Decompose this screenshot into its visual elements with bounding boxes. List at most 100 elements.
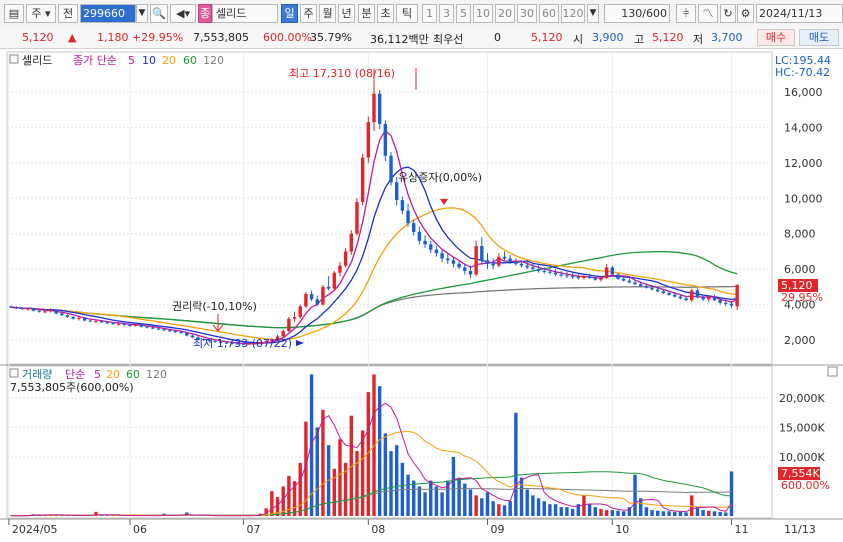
interval-10-button[interactable]: 10 (473, 4, 493, 23)
volume-bar (355, 451, 359, 516)
candle-body (26, 308, 30, 310)
stock-name-field[interactable]: 셀리드 (212, 4, 278, 23)
volume-bar (514, 412, 518, 516)
moving-average-lines (10, 129, 738, 345)
candle-body (156, 328, 161, 330)
interval-dropdown-button[interactable]: ▼ (587, 4, 599, 23)
candle-body (355, 201, 359, 234)
code-dropdown-button[interactable]: ▼ (136, 4, 148, 23)
ma20-label: 20 (162, 54, 176, 67)
ma5-line (10, 129, 738, 345)
period-month-button[interactable]: 월 (319, 4, 336, 23)
volume-bar (463, 483, 467, 516)
volume-ma120-label: 120 (146, 368, 167, 381)
annotation-high: 최고 17,310 (08/16) (289, 67, 395, 80)
candle-body (417, 231, 422, 241)
line-type-icon[interactable]: 〽 (698, 4, 718, 23)
current-price-tag-text: 5,120 (781, 279, 813, 292)
quote-info-bar: 5,120 ▲ 1,180 +29.95% 7,553,805 600.00% … (0, 28, 843, 49)
count-input[interactable]: 130/600 (604, 4, 670, 23)
candle-body (270, 339, 274, 341)
volume-bar (275, 497, 280, 516)
type-select-1[interactable]: 주 ▾ (26, 4, 56, 23)
price-volume-chart[interactable]: 16,00014,00012,00010,0008,0006,0004,0002… (0, 48, 843, 542)
open-label: 시 (573, 33, 584, 46)
candle-body (366, 122, 371, 158)
period-minute-button[interactable]: 분 (358, 4, 375, 23)
candle-body (712, 297, 717, 301)
sell-button[interactable]: 매도 (799, 29, 839, 46)
buy-button[interactable]: 매수 (757, 29, 795, 46)
volume-moving-averages (10, 402, 732, 517)
candle-type-icon[interactable]: ⫩ (676, 4, 696, 23)
volume-bar (638, 498, 643, 516)
ma60-label: 60 (183, 54, 197, 67)
volume-ma20-label: 20 (106, 368, 120, 381)
candle-body (48, 309, 53, 312)
volume-panel-menu-icon[interactable] (9, 368, 19, 378)
candle-body (105, 322, 110, 324)
candle-body (616, 274, 620, 279)
chart-menu-icon[interactable]: ▤ (4, 4, 24, 23)
type-select-2[interactable]: 전 (58, 4, 78, 23)
volume-bar (99, 515, 104, 516)
candle-body (241, 343, 246, 345)
search-icon[interactable]: 🔍 (150, 4, 168, 23)
interval-30-button[interactable]: 30 (517, 4, 537, 23)
price-change-pct: +29.95% (132, 31, 184, 44)
trade-amount: 36,112백만 (370, 33, 429, 46)
candle-body (548, 271, 552, 273)
volume-bar (695, 507, 700, 516)
volume-y-tick: 15,000K (779, 422, 825, 435)
period-day-button[interactable]: 일 (281, 4, 298, 23)
candle-body (650, 287, 654, 290)
price-change: 1,180 (97, 31, 129, 44)
interval-5-button[interactable]: 5 (456, 4, 471, 23)
candle-body (673, 294, 677, 297)
volume-summary: 7,553,805주(600,00%) (10, 381, 134, 394)
period-tick-button[interactable]: 틱 (396, 4, 418, 23)
price-y-tick: 14,000 (784, 121, 823, 134)
candle-body (485, 260, 490, 264)
stock-code-input[interactable]: 299660 (80, 4, 136, 23)
period-year-button[interactable]: 년 (338, 4, 355, 23)
settings-icon[interactable]: ⚙ (737, 4, 754, 23)
volume-bar (582, 495, 586, 516)
candle-body (116, 323, 121, 325)
interval-20-button[interactable]: 20 (495, 4, 515, 23)
volume-bar (434, 486, 439, 516)
ma120-label: 120 (203, 54, 224, 67)
period-week-button[interactable]: 주 (300, 4, 317, 23)
candle-body (360, 157, 365, 202)
annotation-rights: 권리락(-10,10%) (172, 300, 257, 313)
panel-menu-icon[interactable] (9, 54, 19, 64)
rights-issue-marker (440, 199, 448, 205)
candle-body (576, 277, 580, 279)
candle-body (94, 320, 98, 322)
period-second-button[interactable]: 초 (377, 4, 394, 23)
candle-body (434, 249, 439, 254)
volume-panel-close-icon[interactable] (827, 366, 838, 377)
refresh-icon[interactable]: ↻ (720, 4, 736, 23)
interval-1-button[interactable]: 1 (422, 4, 437, 23)
turnover-rate: 35.79% (310, 31, 352, 44)
candle-body (446, 258, 450, 261)
candle-body (304, 293, 308, 307)
volume-bar (457, 477, 461, 516)
speaker-icon[interactable]: ◀▾ (170, 4, 196, 23)
interval-3-button[interactable]: 3 (439, 4, 454, 23)
interval-60-button[interactable]: 60 (539, 4, 559, 23)
x-axis-label: 06 (133, 523, 147, 536)
stock-badge: 종 (198, 4, 212, 23)
x-axis-label: 11 (734, 523, 748, 536)
volume-bar (417, 486, 422, 516)
volume-bar (480, 498, 484, 516)
low-label: 저 (693, 33, 704, 46)
low-price: 3,700 (711, 31, 743, 44)
date-input[interactable]: 2024/11/13 (756, 4, 843, 23)
interval-120-button[interactable]: 120 (561, 4, 585, 23)
candle-body (644, 285, 649, 288)
high-price: 5,120 (652, 31, 684, 44)
price-y-tick: 10,000 (784, 192, 823, 205)
candle-body (474, 246, 478, 275)
